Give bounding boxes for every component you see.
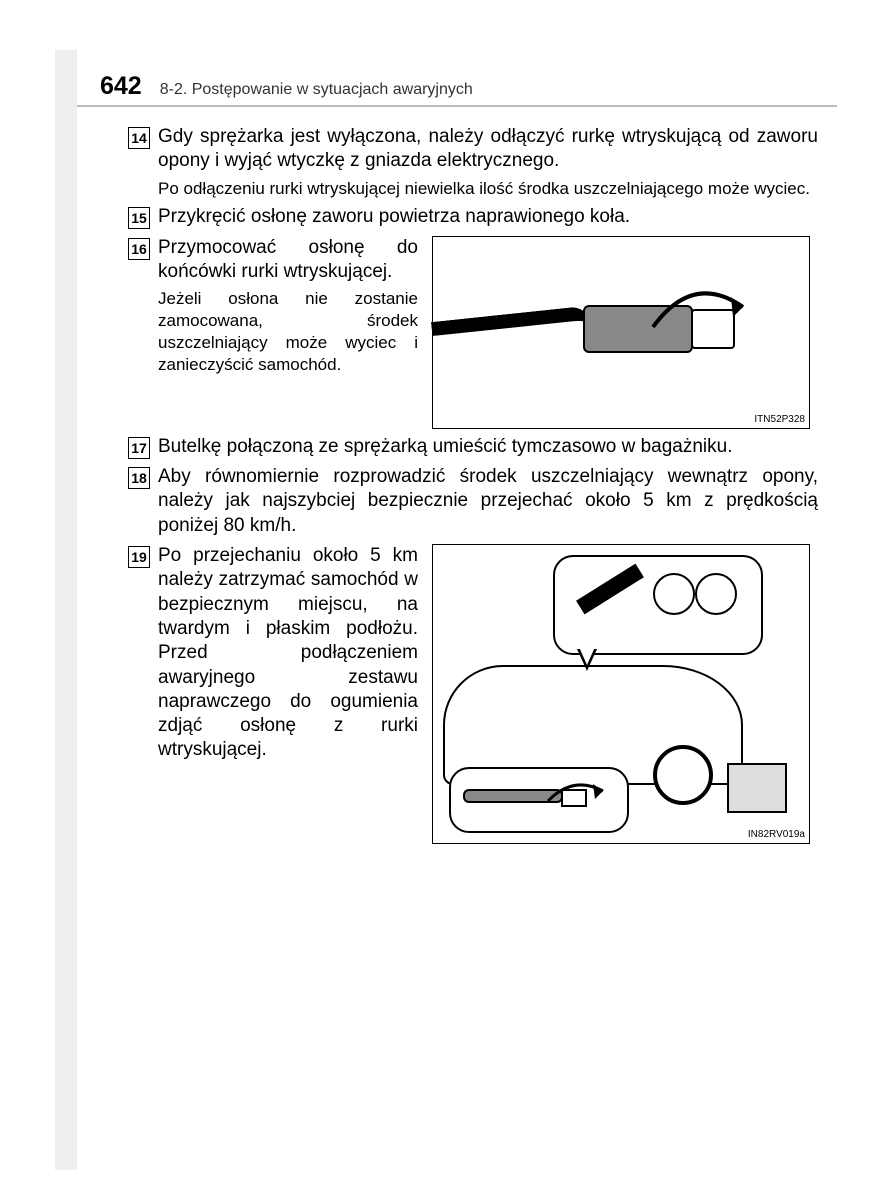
side-tab	[55, 50, 77, 1170]
step-14: 14 Gdy sprężarka jest wyłączona, należy …	[128, 125, 818, 199]
header-rule	[77, 105, 837, 107]
front-wheel-shape	[653, 745, 713, 805]
step-number: 15	[131, 210, 147, 226]
step-text: Przymocować osłonę do końcówki rurki wtr…	[158, 236, 418, 285]
step-16-row: 16 Przymocować osłonę do końcówki rurki …	[128, 236, 818, 429]
figure-col: ITN52P328	[432, 236, 810, 429]
socket-shape	[653, 573, 695, 615]
step-text: Gdy sprężarka jest wyłączona, należy odł…	[158, 125, 818, 174]
step-note: Jeżeli osłona nie zostanie zamocowana, ś…	[158, 288, 418, 375]
rotation-arrow-icon	[543, 773, 613, 813]
step-19-row: 19 Po przejechaniu około 5 km należy zat…	[128, 544, 818, 844]
car-illustration	[433, 545, 809, 843]
step-note: Po odłączeniu rurki wtryskującej niewiel…	[158, 178, 818, 200]
step-number: 17	[131, 440, 147, 456]
step-body: Przykręcić osłonę zaworu powietrza napra…	[158, 205, 818, 229]
step-number-box: 15	[128, 207, 150, 229]
step-body: Aby równomiernie rozprowadzić środek usz…	[158, 465, 818, 538]
step-body: Po przejechaniu około 5 km należy zatrzy…	[158, 544, 418, 763]
figure-label: ITN52P328	[754, 414, 805, 425]
step-text: Przykręcić osłonę zaworu powietrza napra…	[158, 205, 818, 229]
step-number-box: 14	[128, 127, 150, 149]
cable-shape	[431, 305, 594, 362]
figure-col: IN82RV019a	[432, 544, 810, 844]
step-17: 17 Butelkę połączoną ze sprężarką umieśc…	[128, 435, 818, 459]
step-number-box: 16	[128, 238, 150, 260]
step-number-box: 19	[128, 546, 150, 568]
step-body: Gdy sprężarka jest wyłączona, należy odł…	[158, 125, 818, 199]
step-text: Butelkę połączoną ze sprężarką umieścić …	[158, 435, 818, 459]
step-body: Butelkę połączoną ze sprężarką umieścić …	[158, 435, 818, 459]
figure-19: IN82RV019a	[432, 544, 810, 844]
step-18: 18 Aby równomiernie rozprowadzić środek …	[128, 465, 818, 538]
step-text: Po przejechaniu około 5 km należy zatrzy…	[158, 544, 418, 763]
page-number: 642	[100, 72, 142, 101]
step-text: Aby równomiernie rozprowadzić środek usz…	[158, 465, 818, 538]
callout-tail-top-inner	[579, 647, 595, 665]
step-number: 18	[131, 470, 147, 486]
section-title: 8-2. Postępowanie w sytuacjach awaryjnyc…	[160, 81, 473, 99]
step-number: 14	[131, 130, 147, 146]
connector-illustration	[433, 237, 809, 428]
step-15: 15 Przykręcić osłonę zaworu powietrza na…	[128, 205, 818, 229]
step-number: 16	[131, 241, 147, 257]
steps-container: 14 Gdy sprężarka jest wyłączona, należy …	[128, 125, 818, 844]
page-content: 642 8-2. Postępowanie w sytuacjach awary…	[100, 72, 825, 850]
pump-box-shape	[727, 763, 787, 813]
step-number-box: 18	[128, 467, 150, 489]
page-header: 642 8-2. Postępowanie w sytuacjach awary…	[100, 72, 825, 101]
figure-label: IN82RV019a	[748, 829, 805, 840]
step-number: 19	[131, 549, 147, 565]
step-number-box: 17	[128, 437, 150, 459]
step-body: Przymocować osłonę do końcówki rurki wtr…	[158, 236, 418, 376]
rotation-arrow-icon	[643, 277, 763, 357]
figure-16: ITN52P328	[432, 236, 810, 429]
socket-lid-shape	[695, 573, 737, 615]
